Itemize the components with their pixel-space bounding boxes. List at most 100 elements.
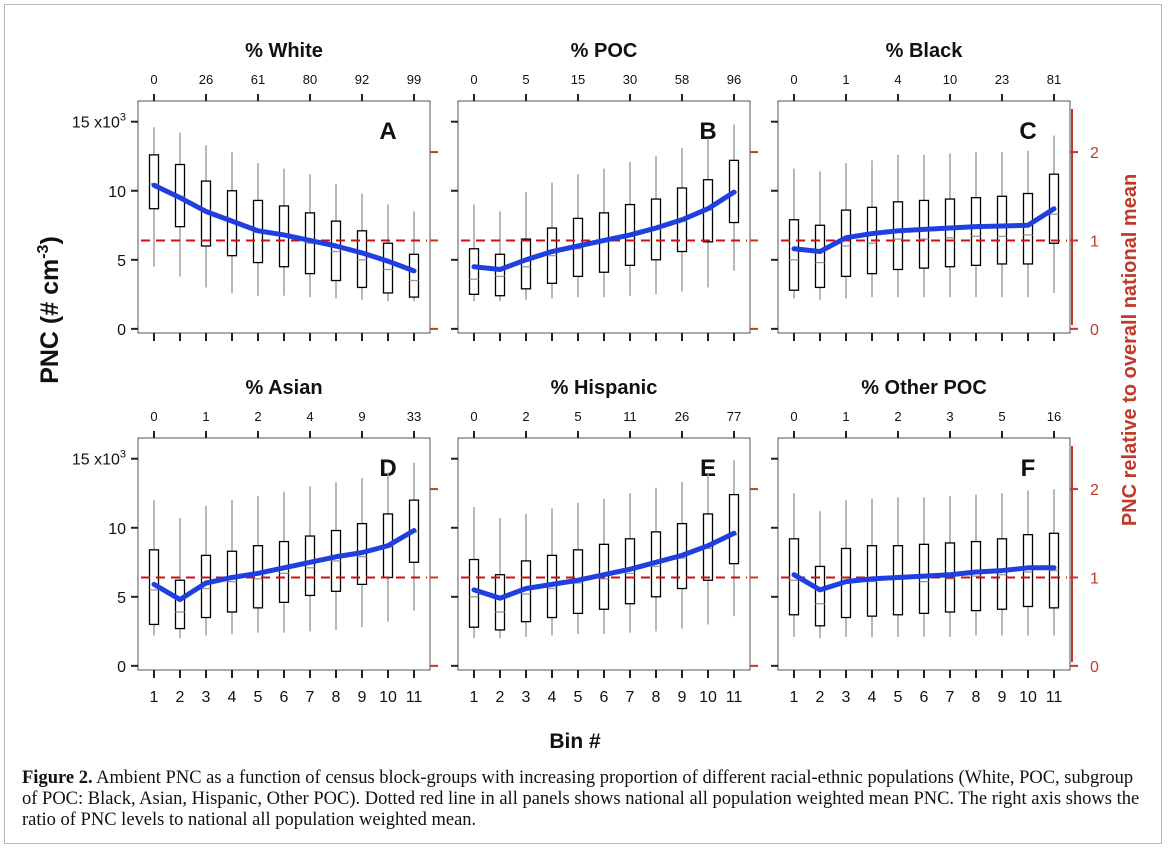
panel-d-trend-line [151,528,417,603]
panel-d-box [278,540,290,603]
panel-f-bin-tick-label: 11 [1046,689,1063,706]
panel-d-box [304,535,316,597]
panel-b-top-tick-label: 0 [470,72,477,87]
panel-c-box [788,219,800,291]
panel-e-bin-tick-label: 10 [699,689,717,706]
panel-f-trend-line [791,565,1057,593]
panel-a-top-tick-label: 80 [303,72,317,87]
panel-a-box [148,154,160,210]
panel-e-top-tick-label: 5 [574,409,581,424]
panel-c-title: % Black [886,40,964,62]
panel-c-trend-line [791,206,1057,255]
panel-f-bin-tick-label: 2 [816,689,825,706]
y-axis-label: PNC (# cm-3) [35,236,64,384]
panel-c-letter: C [1019,118,1036,145]
panel-c-right-tick-label: 0 [1090,322,1099,339]
panel-d-bin-tick-label: 11 [406,689,423,706]
panel-d-top-tick-label: 1 [202,409,209,424]
panel-d-box [174,579,186,630]
panel-a-top-tick-label: 0 [150,72,157,87]
panel-f-bin-tick-label: 6 [920,689,929,706]
panel-d-bin-tick-label: 3 [202,689,211,706]
panel-c-box [840,209,852,278]
panel-f-right-tick-label: 2 [1090,482,1099,499]
panel-d-bin-tick-label: 2 [176,689,185,706]
panel-a-letter: A [379,118,396,145]
panel-f-bin-tick-label: 9 [998,689,1007,706]
panel-f-right-tick-label: 0 [1090,659,1099,676]
panel-e-top-tick-label: 0 [470,409,477,424]
panel-a-title: % White [245,40,323,62]
panel-f-box [892,545,904,616]
panel-b-box [468,248,480,295]
panel-a: % White A 0 26 61 80 92 99 0 5 10 15 x103 [72,40,438,341]
panel-c-box [944,198,956,268]
panel-d-top-tick-label: 2 [254,409,261,424]
panel-d-bin-tick-label: 1 [150,689,159,706]
panel-c-box [996,195,1008,265]
panel-d-left-tick-label: 0 [117,659,126,676]
right-axis-label: PNC relative to overall national mean [1119,174,1141,526]
panel-a-box [330,220,342,282]
panel-e-bin-tick-label: 9 [678,689,687,706]
panel-d-top-tick-label: 4 [306,409,313,424]
panel-e-title: % Hispanic [551,377,658,399]
panel-b-top-tick-label: 15 [571,72,585,87]
figure-frame [4,4,1162,844]
panel-a-top-tick-label: 26 [199,72,213,87]
panel-d-left-tick-label: 15 x103 [72,449,126,469]
panel-e-letter: E [700,455,716,482]
panel-a-box [356,230,368,289]
panel-b-top-tick-label: 96 [727,72,741,87]
panel-c-top-tick-label: 23 [995,72,1009,87]
panel-a-top-tick-label: 61 [251,72,265,87]
panel-b-box [494,253,506,297]
panel-d-title: % Asian [245,377,322,399]
panel-c-top-tick-label: 10 [943,72,957,87]
panel-b-letter: B [699,118,716,145]
panel-d-top-tick-label: 9 [358,409,365,424]
panel-e-bin-tick-label: 2 [496,689,505,706]
panel-e-bin-tick-label: 5 [574,689,583,706]
panel-a-left-tick-label: 0 [117,322,126,339]
panel-d-bin-tick-label: 8 [332,689,341,706]
x-axis-label: Bin # [549,730,601,753]
panel-f-box [996,538,1008,610]
panel-c-box [918,199,930,269]
panel-a-top-tick-label: 99 [407,72,421,87]
panel-f-bin-tick-label: 8 [972,689,981,706]
panel-c-top-tick-label: 4 [894,72,901,87]
panel-b-box [728,159,740,224]
panel-e-bin-tick-label: 7 [626,689,635,706]
panel-c-top-tick-label: 0 [790,72,797,87]
panel-d-bin-tick-label: 9 [358,689,367,706]
panel-d-left-tick-label: 10 [108,521,126,538]
panel-c: % Black C 0 1 4 10 23 81 0 1 2 [771,40,1099,341]
panel-a-top-tick-label: 92 [355,72,369,87]
panel-b-box [520,238,532,290]
panel-f-bin-tick-label: 7 [946,689,955,706]
panel-a-box [382,242,394,294]
panel-b-top-tick-label: 5 [522,72,529,87]
panel-e-bin-tick-label: 3 [522,689,531,706]
panel-a-left-tick-label: 15 x103 [72,112,126,132]
panel-f-top-tick-label: 0 [790,409,797,424]
panel-d-letter: D [379,455,396,482]
panel-d-left-tick-label: 5 [117,590,126,607]
panel-f-bin-tick-label: 1 [790,689,799,706]
panel-f-letter: F [1021,455,1036,482]
panel-f-top-tick-label: 5 [998,409,1005,424]
panel-d-bin-tick-label: 10 [379,689,397,706]
caption-text: Ambient PNC as a function of census bloc… [22,768,1140,830]
figure-caption: Figure 2. Ambient PNC as a function of c… [22,768,1142,831]
panel-b-trend-line [471,189,737,272]
panel-e-top-tick-label: 2 [522,409,529,424]
panel-e-box [728,493,740,565]
panel-f-top-tick-label: 3 [946,409,953,424]
panel-d-top-tick-label: 0 [150,409,157,424]
panel-d-top-tick-label: 33 [407,409,421,424]
panel-d-bin-tick-label: 6 [280,689,289,706]
